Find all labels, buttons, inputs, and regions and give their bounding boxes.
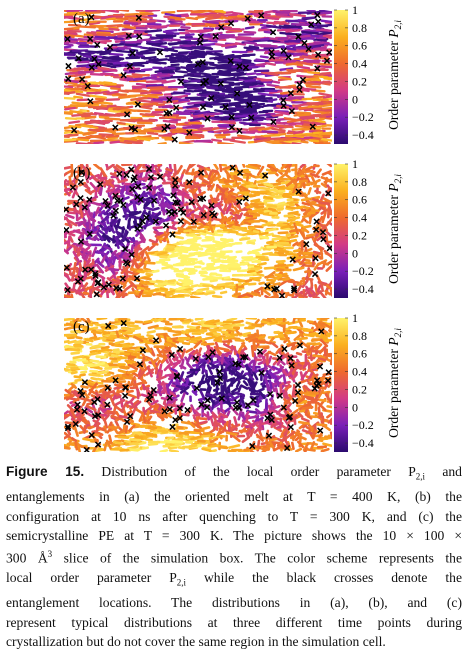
caption-line-3: configuration at 10 ns after quenching t…: [6, 507, 462, 526]
colorbar-tick-label: 0: [352, 400, 358, 414]
colorbar-tick-label: 0.8: [352, 175, 367, 189]
figure-panel-b: (b) 1 0.8 0.6 0.4 0.2 0 −0.2 −0.4 Order parameter…: [0, 154, 467, 304]
colorbar-tick-label: 1: [352, 311, 358, 325]
colorbar: [334, 318, 348, 452]
order-parameter-map-c: (c) 1 0.8 0.6 0.4 0.2 0 −0.2 −0.4 Order parameter…: [0, 308, 467, 458]
colorbar-tick-label: 0.4: [352, 365, 367, 379]
colorbar: [334, 10, 348, 144]
colorbar-tick-label: 0.6: [352, 193, 367, 207]
caption-line-8: represent typical distributions at three…: [6, 613, 462, 632]
colorbar-tick-label: 0.2: [352, 382, 367, 396]
panel-label: (a): [73, 11, 90, 27]
colorbar-tick-label: −0.4: [352, 282, 374, 296]
colorbar-tick-label: 1: [352, 3, 358, 17]
colorbar-tick-label: 0: [352, 246, 358, 260]
caption-title: Figure 15.: [6, 464, 84, 479]
caption-line-6: local order parameter P2,i while the bla…: [6, 568, 462, 593]
map-field: [60, 315, 336, 455]
map-field: [58, 9, 339, 145]
colorbar-tick-label: 0.2: [352, 228, 367, 242]
colorbar-tick-label: −0.2: [352, 110, 374, 124]
colorbar-tick-label: 0.6: [352, 39, 367, 53]
caption-line-1: Figure 15. Distribution of the local ord…: [6, 462, 462, 487]
map-field: [61, 160, 336, 301]
colorbar-tick-label: 0.4: [352, 57, 367, 71]
colorbar-tick-label: −0.2: [352, 418, 374, 432]
colorbar-tick-label: 0: [352, 92, 358, 106]
colorbar-tick-label: −0.2: [352, 264, 374, 278]
colorbar-tick-label: 0.4: [352, 211, 367, 225]
colorbar-tick-label: −0.4: [352, 436, 374, 450]
figure-panel-c: (c) 1 0.8 0.6 0.4 0.2 0 −0.2 −0.4 Order parameter…: [0, 308, 467, 458]
caption-line-9: crystallization but do not cover the sam…: [6, 632, 462, 651]
caption-line-4: semicrystalline PE at T = 300 K. The pic…: [6, 526, 462, 545]
colorbar-axis-label: Order parameter P2,i: [386, 174, 403, 284]
colorbar-tick-label: 0.8: [352, 329, 367, 343]
caption-line-5: 300 Å3 slice of the simulation box. The …: [6, 545, 462, 568]
colorbar-tick-label: 0.2: [352, 74, 367, 88]
order-parameter-map-b: (b) 1 0.8 0.6 0.4 0.2 0 −0.2 −0.4 Order parameter…: [0, 154, 467, 304]
panel-label: (b): [73, 165, 91, 181]
caption-line-7: entanglement locations. The distribution…: [6, 593, 462, 612]
colorbar-axis-label: Order parameter P2,i: [386, 328, 403, 438]
figure-caption: Figure 15. Distribution of the local ord…: [6, 462, 462, 652]
colorbar: [334, 164, 348, 298]
order-parameter-map-a: (a) 1 0.8 0.6 0.4 0.2 0 −0.2 −0.4 Order parameter…: [0, 0, 467, 150]
colorbar-axis-label: Order parameter P2,i: [386, 20, 403, 130]
colorbar-tick-label: 0.8: [352, 21, 367, 35]
colorbar-tick-label: 0.6: [352, 347, 367, 361]
figure-panel-a: (a) 1 0.8 0.6 0.4 0.2 0 −0.2 −0.4 Order parameter…: [0, 0, 467, 150]
caption-line-2: entanglements in (a) the oriented melt a…: [6, 487, 462, 506]
panel-label: (c): [73, 319, 90, 335]
colorbar-tick-label: −0.4: [352, 128, 374, 142]
colorbar-tick-label: 1: [352, 157, 358, 171]
